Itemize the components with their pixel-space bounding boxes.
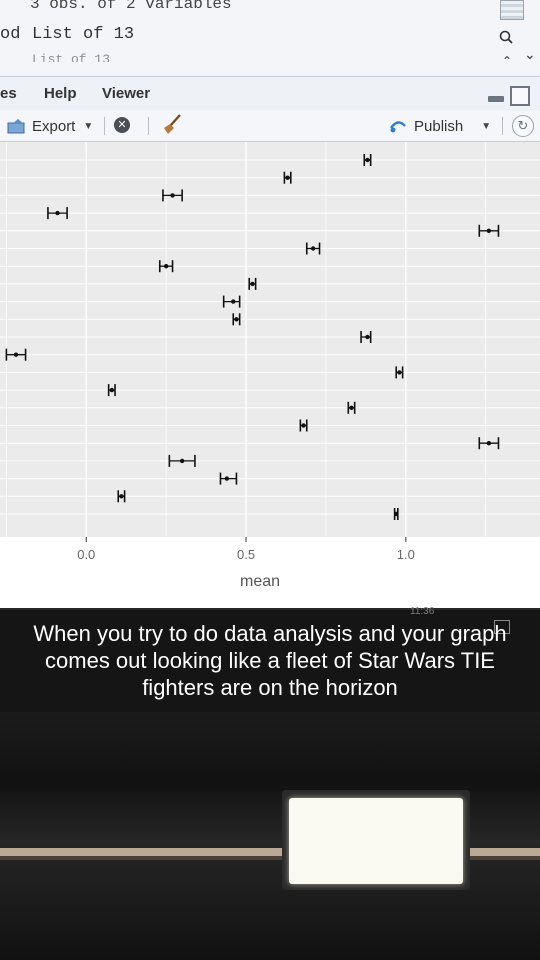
- point-marker: [250, 281, 255, 287]
- point-marker: [486, 441, 492, 446]
- toolbar-separator: [104, 117, 105, 135]
- data-point-11: [360, 331, 372, 343]
- data-point-6: [305, 242, 321, 255]
- export-caret-icon: ▼: [83, 120, 94, 132]
- x-tick-label: 0.0: [77, 547, 95, 562]
- point-marker: [310, 246, 316, 251]
- x-tick-label: 0.5: [237, 547, 255, 562]
- x-tick-label: 1.0: [397, 547, 415, 562]
- chevron-down-icon[interactable]: ⌄: [524, 46, 536, 62]
- search-icon[interactable]: [499, 30, 513, 44]
- rstudio-screen: 3 obs. of 2 variables od List of 13 List…: [0, 0, 540, 610]
- menu-files[interactable]: es: [0, 85, 17, 102]
- point-marker: [234, 317, 239, 322]
- point-marker: [365, 157, 370, 163]
- env-row-name[interactable]: od: [0, 25, 21, 44]
- data-point-19: [219, 472, 238, 485]
- data-point-15: [347, 401, 356, 414]
- x-axis-label: mean: [240, 573, 280, 590]
- scatter-chart: 0.0 0.5 1.0 mean: [0, 142, 540, 590]
- point-marker: [170, 193, 175, 198]
- data-point-3: [162, 189, 183, 202]
- data-point-18: [168, 454, 196, 467]
- point-marker: [179, 458, 185, 464]
- minimize-pane-icon[interactable]: [488, 96, 504, 102]
- env-row-value-faded: List of 13: [32, 52, 111, 62]
- toolbar-separator: [502, 117, 503, 135]
- point-marker: [394, 511, 399, 517]
- point-marker: [349, 405, 354, 410]
- point-marker: [109, 387, 115, 393]
- laptop-edge-shadow: [0, 856, 540, 860]
- menu-help[interactable]: Help: [44, 85, 77, 102]
- point-marker: [119, 494, 124, 499]
- data-point-9: [222, 295, 241, 308]
- caption-text: When you try to do data analysis and you…: [33, 621, 507, 700]
- point-marker: [13, 352, 19, 357]
- data-point-8: [248, 277, 257, 290]
- refresh-icon[interactable]: ↻: [512, 115, 534, 137]
- tray-icon: [494, 620, 510, 634]
- publish-caret-icon: ▼: [481, 120, 492, 132]
- clear-icon[interactable]: ✕: [114, 117, 130, 133]
- laptop-edge: [0, 848, 540, 856]
- data-point-17: [478, 437, 500, 450]
- point-marker: [486, 228, 492, 233]
- toolbar-separator: [148, 117, 149, 135]
- menubar: es Help Viewer: [0, 77, 540, 112]
- point-marker: [301, 423, 306, 428]
- menu-viewer[interactable]: Viewer: [102, 85, 151, 102]
- grid-view-icon[interactable]: [500, 0, 524, 20]
- data-point-7: [158, 260, 174, 273]
- data-point-20: [117, 490, 126, 503]
- caption-bar: [0, 608, 540, 712]
- environment-pane: 3 obs. of 2 variables od List of 13 List…: [0, 0, 540, 77]
- point-marker: [224, 476, 230, 481]
- plot-panel: [0, 142, 540, 537]
- maximize-pane-icon[interactable]: [510, 86, 530, 106]
- plot-area: 0.0 0.5 1.0 mean: [0, 142, 540, 610]
- clock-text: 11:36: [410, 606, 435, 617]
- data-point-16: [299, 419, 308, 432]
- point-marker: [55, 210, 60, 216]
- data-point-5: [478, 224, 500, 237]
- data-point-4: [47, 207, 68, 220]
- point-marker: [397, 370, 402, 375]
- data-point-14: [107, 384, 116, 397]
- publish-icon: [390, 121, 406, 133]
- broom-icon[interactable]: [160, 112, 184, 136]
- data-point-10: [232, 313, 241, 326]
- point-marker: [231, 299, 236, 304]
- export-label: Export: [32, 117, 76, 135]
- light-panel: [289, 798, 463, 884]
- publish-label: Publish: [414, 117, 464, 135]
- export-button[interactable]: Export ▼: [6, 115, 93, 137]
- point-marker: [365, 334, 370, 340]
- point-marker: [285, 175, 290, 180]
- data-point-13: [395, 366, 404, 379]
- data-point-12: [5, 348, 27, 361]
- publish-button[interactable]: Publish ▼: [388, 115, 491, 137]
- data-point-2: [283, 171, 292, 184]
- data-point-21: [393, 508, 399, 520]
- chevron-up-icon[interactable]: ⌃: [502, 54, 513, 68]
- env-row-value: List of 13: [32, 25, 135, 44]
- env-obs-label: 3 obs. of 2 variables: [30, 0, 232, 13]
- export-icon: [7, 119, 25, 134]
- data-point-1: [363, 154, 372, 166]
- plot-toolbar: Export ▼: [0, 111, 540, 142]
- point-marker: [163, 264, 169, 269]
